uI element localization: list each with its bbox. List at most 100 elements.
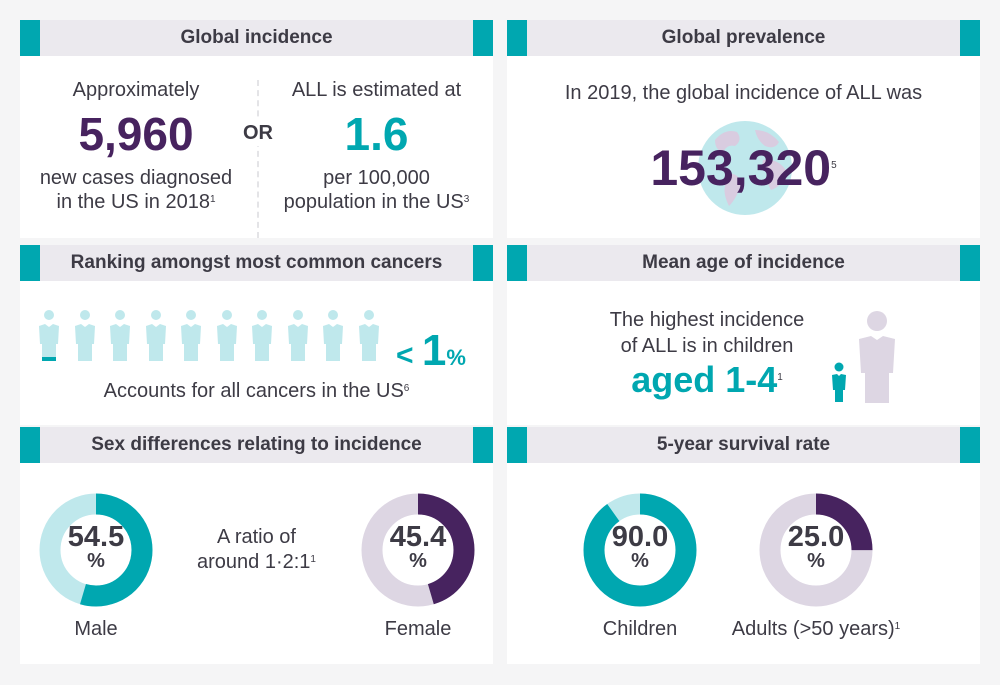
reference-marker: 1 — [310, 554, 316, 565]
adults-donut: 25.0% — [759, 493, 873, 607]
ranking-caption-text: Accounts for all cancers in the US — [103, 380, 404, 402]
panel-header: Ranking amongst most common cancers — [20, 245, 493, 281]
panel-header: Mean age of incidence — [507, 245, 980, 281]
ranking-suffix: % — [446, 345, 466, 370]
person-icon — [39, 310, 59, 361]
children-donut-chart — [583, 493, 697, 607]
header-accent-left — [20, 245, 40, 281]
male-donut: 54.5% — [39, 493, 153, 607]
children-donut: 90.0% — [583, 493, 697, 607]
header-accent-left — [507, 427, 527, 463]
mean-age-value: aged 1-41 — [587, 358, 827, 402]
adults-unit: % — [807, 550, 825, 572]
children-value: 90.0 — [611, 521, 669, 553]
female-unit: % — [409, 550, 427, 572]
adults-donut-chart — [759, 493, 873, 607]
panel-title: Global incidence — [180, 27, 333, 48]
header-accent-right — [960, 427, 980, 463]
person-icon — [252, 310, 272, 361]
header-accent-right — [960, 245, 980, 281]
panel-title: Mean age of incidence — [642, 252, 845, 273]
adults-label-text: Adults (>50 years) — [731, 618, 895, 640]
children-donut-label: 90.0% — [583, 493, 697, 607]
prevalence-value: 153,3205 — [507, 140, 980, 196]
ranking-prefix: < — [396, 339, 422, 372]
ratio-line2-text: around 1·2:1 — [197, 551, 311, 573]
person-icon — [323, 310, 343, 361]
person-icon — [181, 310, 201, 361]
female-donut-chart — [361, 493, 475, 607]
prevalence-number: 153,320 — [650, 140, 832, 196]
male-value: 54.5 — [67, 521, 125, 553]
panel-title: Sex differences relating to incidence — [91, 434, 422, 455]
incidence-right-pre: ALL is estimated at — [291, 79, 462, 101]
panel-header: Sex differences relating to incidence — [20, 427, 493, 463]
child-icon — [832, 362, 846, 402]
reference-marker: 5 — [831, 160, 837, 171]
adults-value: 25.0 — [787, 521, 845, 553]
panel-title: Global prevalence — [661, 27, 826, 48]
female-donut: 45.4% — [361, 493, 475, 607]
male-label: Male — [74, 618, 118, 640]
or-label: OR — [241, 120, 275, 146]
person-icon — [74, 310, 95, 361]
prevalence-text: In 2019, the global incidence of ALL was — [564, 82, 923, 104]
person-icon — [358, 310, 379, 361]
global-incidence-panel: Global incidence Approximately 5,960 new… — [20, 20, 493, 238]
ratio-line2: around 1·2:11 — [170, 550, 343, 574]
person-icon — [110, 310, 130, 361]
header-accent-right — [473, 427, 493, 463]
incidence-count: 5,960 — [78, 108, 194, 160]
incidence-right-post-1: per 100,000 — [323, 167, 430, 189]
ranking-panel: Ranking amongst most common cancers < 1%… — [20, 245, 493, 425]
person-icon — [145, 310, 166, 361]
ranking-caption: Accounts for all cancers in the US6 — [20, 379, 493, 403]
header-accent-left — [20, 427, 40, 463]
ranking-value: < 1% — [396, 329, 466, 373]
female-value: 45.4 — [389, 521, 447, 553]
header-accent-right — [960, 20, 980, 56]
people-row — [38, 310, 388, 368]
reference-marker: 1 — [894, 621, 901, 632]
male-donut-label: 54.5% — [39, 493, 153, 607]
panel-title: 5-year survival rate — [656, 434, 831, 455]
mean-age-panel: Mean age of incidence The highest incide… — [507, 245, 980, 425]
incidence-rate: 1.6 — [344, 108, 409, 160]
children-label: Children — [602, 618, 678, 640]
adults-donut-arc — [759, 493, 873, 607]
adult-icon — [859, 311, 895, 403]
divider — [257, 80, 259, 238]
male-donut-chart — [39, 493, 153, 607]
panel-header: 5-year survival rate — [507, 427, 980, 463]
children-donut-arc — [583, 493, 697, 607]
incidence-right-post-2-text: population in the US — [283, 191, 464, 213]
header-accent-left — [20, 20, 40, 56]
ranking-number: 1 — [421, 326, 447, 375]
panel-title: Ranking amongst most common cancers — [70, 252, 443, 273]
incidence-left-pre: Approximately — [72, 79, 200, 101]
children-unit: % — [631, 550, 649, 572]
reference-marker: 1 — [777, 372, 783, 383]
highlighted-fraction — [42, 357, 56, 361]
female-label: Female — [384, 618, 452, 640]
mean-age-line1: The highest incidence — [609, 309, 805, 331]
sex-differences-panel: Sex differences relating to incidence 54… — [20, 427, 493, 664]
reference-marker: 3 — [463, 194, 470, 205]
mean-age-line2: of ALL is in children — [620, 335, 794, 357]
header-accent-left — [507, 245, 527, 281]
female-donut-label: 45.4% — [361, 493, 475, 607]
panel-header: Global prevalence — [507, 20, 980, 56]
ratio-line1: A ratio of — [217, 526, 296, 548]
adults-label: Adults (>50 years)1 — [716, 617, 916, 641]
header-accent-left — [507, 20, 527, 56]
incidence-left-post-1: new cases diagnosed — [39, 167, 233, 189]
header-accent-right — [473, 245, 493, 281]
survival-panel: 5-year survival rate 90.0% Children 25.0… — [507, 427, 980, 664]
globe-icon — [698, 121, 792, 215]
header-accent-right — [473, 20, 493, 56]
panel-header: Global incidence — [20, 20, 493, 56]
person-icon — [216, 310, 237, 361]
reference-marker: 1 — [209, 194, 216, 205]
male-donut-arc — [39, 493, 153, 607]
mean-age-value-text: aged 1-4 — [631, 359, 778, 400]
